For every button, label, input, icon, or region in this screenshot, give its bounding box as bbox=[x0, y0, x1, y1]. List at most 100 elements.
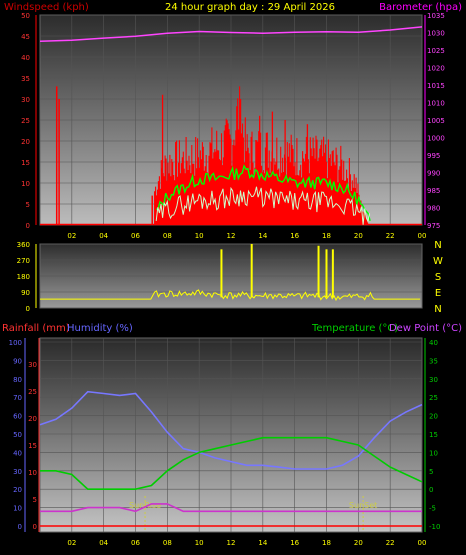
barometer-tick-label: 1035 bbox=[427, 12, 445, 20]
humidity-tick-label: 60 bbox=[13, 413, 22, 421]
humidity-tick-label: 100 bbox=[9, 339, 22, 347]
wind-axis-title: Windspeed (kph) bbox=[4, 2, 89, 13]
humidity-tick-label: 20 bbox=[13, 486, 22, 494]
wind-x-tick-label: 08 bbox=[163, 232, 172, 240]
temp-x-tick-label: 02 bbox=[67, 539, 76, 547]
compass-label: W bbox=[433, 256, 443, 267]
humidity-tick-label: 70 bbox=[13, 394, 22, 402]
wind-tick-label: 5 bbox=[26, 201, 30, 209]
rain-axis-title: Rainfall (mm) bbox=[2, 323, 70, 334]
wind-x-tick-label: 00 bbox=[418, 232, 427, 240]
barometer-tick-label: 1020 bbox=[427, 65, 445, 73]
direction-tick-label: 270 bbox=[17, 257, 30, 265]
wind-tick-label: 45 bbox=[21, 33, 30, 41]
temperature-tick-label: 25 bbox=[429, 394, 438, 402]
wind-x-tick-label: 10 bbox=[195, 232, 204, 240]
compass-label: E bbox=[435, 288, 441, 299]
humidity-tick-label: 10 bbox=[13, 505, 22, 513]
barometer-tick-label: 1015 bbox=[427, 82, 445, 90]
wind-tick-label: 25 bbox=[21, 117, 30, 125]
wind-tick-label: 35 bbox=[21, 75, 30, 83]
rain-tick-label: 0 bbox=[33, 523, 37, 531]
wind-x-tick-label: 04 bbox=[99, 232, 108, 240]
barometer-axis-title: Barometer (hpa) bbox=[379, 2, 462, 13]
humidity-tick-label: 40 bbox=[13, 449, 22, 457]
humidity-series bbox=[39, 390, 423, 470]
barometer-series bbox=[39, 26, 423, 43]
humidity-tick-label: 0 bbox=[18, 523, 22, 531]
graph-title: 24 hour graph day : 29 April 2026 bbox=[165, 2, 335, 13]
humidity-tick-label: 50 bbox=[13, 431, 22, 439]
average-wind-series bbox=[155, 164, 371, 221]
barometer-tick-label: 1005 bbox=[427, 117, 445, 125]
rain-tick-label: 5 bbox=[33, 496, 37, 504]
wind-tick-label: 20 bbox=[21, 138, 30, 146]
direction-tick-label: 0 bbox=[26, 305, 30, 313]
wind-x-tick-label: 06 bbox=[131, 232, 140, 240]
humidity-tick-label: 90 bbox=[13, 357, 22, 365]
wind-x-tick-label: 12 bbox=[227, 232, 236, 240]
temperature-axis-title: Temperature (°C) bbox=[311, 323, 398, 334]
temperature-tick-label: 5 bbox=[429, 468, 433, 476]
wind-lull-series bbox=[155, 186, 370, 225]
compass-label: S bbox=[435, 272, 441, 283]
gust-early-spike bbox=[55, 86, 60, 225]
rain-tick-label: 15 bbox=[28, 442, 37, 450]
temp-x-tick-label: 20 bbox=[354, 539, 363, 547]
barometer-tick-label: 995 bbox=[427, 152, 440, 160]
temperature-tick-label: 40 bbox=[429, 339, 438, 347]
barometer-tick-label: 1025 bbox=[427, 47, 445, 55]
humidity-tick-label: 80 bbox=[13, 376, 22, 384]
temp-x-tick-label: 00 bbox=[418, 539, 427, 547]
rain-tick-label: 25 bbox=[28, 388, 37, 396]
barometer-tick-label: 990 bbox=[427, 170, 440, 178]
temp-x-tick-label: 10 bbox=[195, 539, 204, 547]
dewpoint-axis-title: Dew Point (°C) bbox=[389, 323, 462, 334]
temperature-tick-label: 0 bbox=[429, 486, 433, 494]
temp-x-tick-label: 16 bbox=[290, 539, 299, 547]
rain-tick-label: 30 bbox=[28, 361, 37, 369]
temp-x-tick-label: 18 bbox=[322, 539, 331, 547]
temp-x-tick-label: 22 bbox=[386, 539, 395, 547]
temperature-tick-label: 30 bbox=[429, 376, 438, 384]
direction-tick-label: 180 bbox=[17, 273, 30, 281]
temp-x-tick-label: 08 bbox=[163, 539, 172, 547]
barometer-tick-label: 980 bbox=[427, 205, 440, 213]
wind-tick-label: 50 bbox=[21, 12, 30, 20]
wind-direction-series bbox=[40, 289, 421, 302]
wind-tick-label: 0 bbox=[26, 222, 30, 230]
temperature-series bbox=[40, 436, 423, 490]
temperature-tick-label: -5 bbox=[429, 505, 436, 513]
wind-x-tick-label: 20 bbox=[354, 232, 363, 240]
sunrise-label: SunRise bbox=[129, 501, 161, 510]
temperature-tick-label: 35 bbox=[429, 357, 438, 365]
temperature-tick-label: 15 bbox=[429, 431, 438, 439]
wind-x-tick-label: 16 bbox=[290, 232, 299, 240]
temp-x-tick-label: 06 bbox=[131, 539, 140, 547]
direction-tick-label: 360 bbox=[17, 241, 30, 249]
temp-x-tick-label: 12 bbox=[227, 539, 236, 547]
humidity-tick-label: 30 bbox=[13, 468, 22, 476]
wind-tick-label: 10 bbox=[21, 180, 30, 188]
barometer-tick-label: 1010 bbox=[427, 100, 445, 108]
direction-tick-label: 90 bbox=[21, 289, 30, 297]
barometer-tick-label: 975 bbox=[427, 222, 440, 230]
temp-x-tick-label: 14 bbox=[258, 539, 267, 547]
compass-label: N bbox=[434, 240, 441, 251]
sunset-label: SunSet bbox=[349, 501, 377, 510]
temperature-tick-label: 20 bbox=[429, 413, 438, 421]
wind-tick-label: 30 bbox=[21, 96, 30, 104]
barometer-tick-label: 1030 bbox=[427, 30, 445, 38]
humidity-axis-title: Humidity (%) bbox=[67, 323, 133, 334]
wind-tick-label: 40 bbox=[21, 54, 30, 62]
barometer-tick-label: 1000 bbox=[427, 135, 445, 143]
rain-tick-label: 10 bbox=[28, 469, 37, 477]
rain-tick-label: 20 bbox=[28, 415, 37, 423]
dewpoint-series bbox=[40, 503, 422, 513]
compass-label: N bbox=[434, 304, 441, 315]
wind-x-tick-label: 02 bbox=[67, 232, 76, 240]
temperature-tick-label: -10 bbox=[429, 523, 440, 531]
temperature-tick-label: 10 bbox=[429, 449, 438, 457]
temp-x-tick-label: 04 bbox=[99, 539, 108, 547]
